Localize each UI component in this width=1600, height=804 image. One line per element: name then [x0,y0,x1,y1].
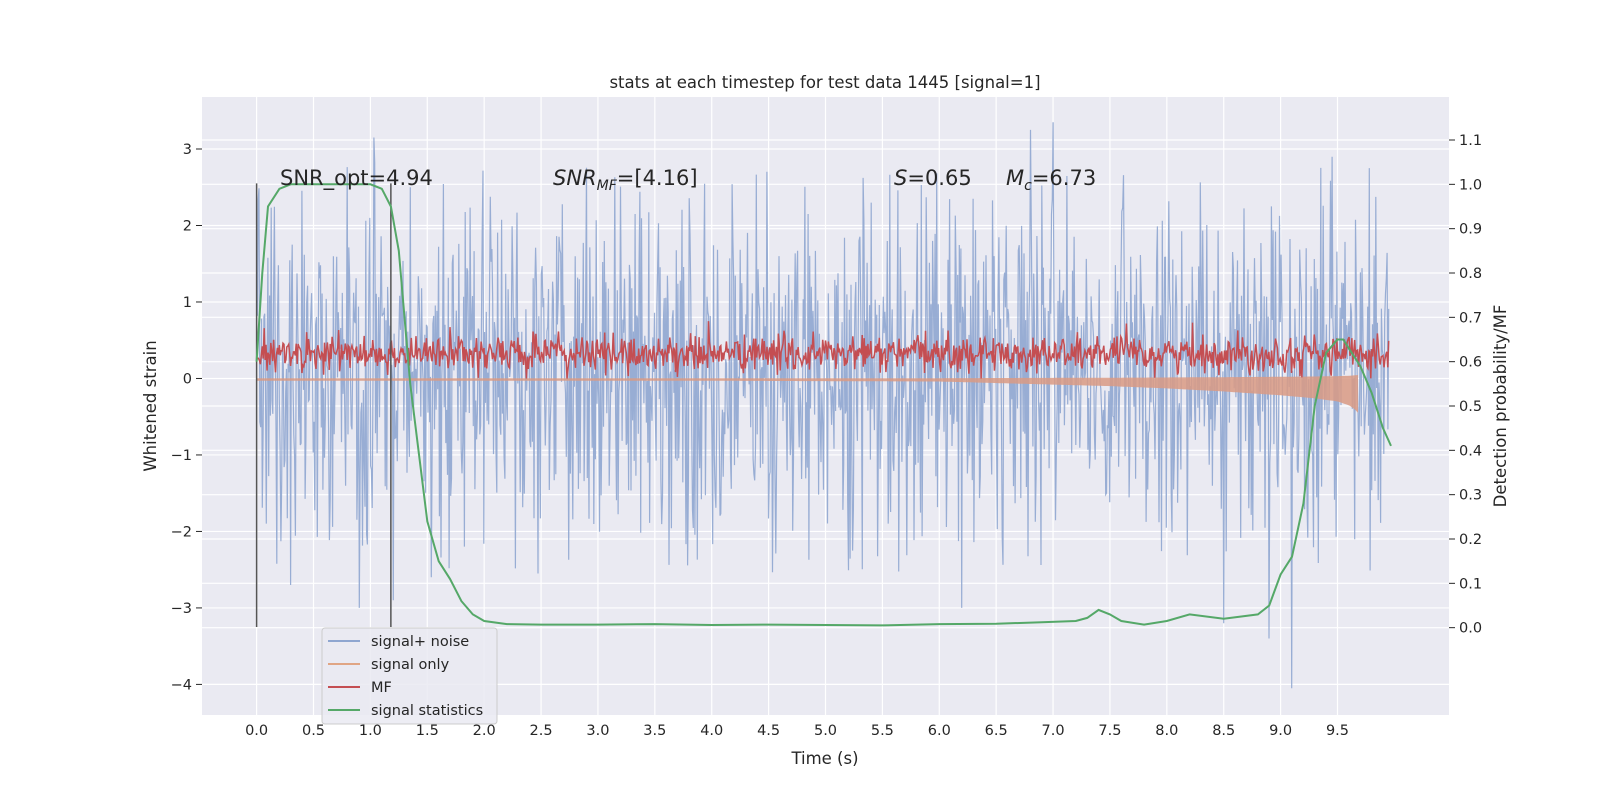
x-tick-label: 4.0 [700,723,723,739]
y2-tick-label: 0.4 [1459,443,1482,459]
y2-tick-label: 0.1 [1459,576,1482,592]
y-tick-label: −3 [171,601,192,617]
y2-tick-label: 0.6 [1459,355,1482,371]
series-signal-only [256,375,1359,413]
signal-statistics-line [255,183,1392,627]
x-tick-label: 2.0 [473,723,496,739]
legend-box [321,627,498,725]
y-tick-label: −1 [171,448,192,464]
annotation-snr-mf-value: =[4.16] [617,166,698,190]
signal-noise-line [256,122,1390,689]
y2-tick-label: 1.0 [1459,177,1482,193]
legend-label-signal-noise: signal+ noise [371,634,469,650]
annotation-mc: Mc=6.73 [1006,166,1096,194]
y2-tick-label: 1.1 [1459,133,1482,149]
annotation-snr-opt: SNR_opt=4.94 [280,166,433,191]
y2-tick-label: 0.9 [1459,222,1482,238]
x-tick-label: 6.5 [985,723,1008,739]
legend-label-signal-only: signal only [371,657,450,673]
annotation-snr-mf-sub: MF [597,178,618,194]
annotation-mc-sub: c [1024,178,1032,194]
legend: signal+ noise signal only MF signal stat… [321,627,498,725]
y-tick-label: 3 [183,142,192,158]
legend-label-signal-statistics: signal statistics [371,703,483,719]
x-tick-label: 0.5 [302,723,325,739]
annotation-snr-mf: SNRMF=[4.16] [553,166,698,194]
vertical-markers [255,183,392,628]
y-tick-label: −4 [171,677,192,693]
x-tick-label: 4.5 [757,723,780,739]
x-tick-label: 5.0 [814,723,837,739]
chart-title: stats at each timestep for test data 144… [609,73,1040,92]
mf-line [255,321,1390,379]
legend-label-mf: MF [371,680,392,696]
tick-labels: 0.0 0.5 1.0 1.5 2.0 2.5 3.0 3.5 4.0 4.5 5.0 5.5 6.0 6… [171,133,1482,739]
x-tick-label: 3.5 [643,723,666,739]
y-tick-label: 0 [183,371,192,387]
series-signal-statistics [255,183,1392,627]
y-tick-label: 2 [183,218,192,234]
y2-tick-label: 0.0 [1459,621,1482,637]
x-tick-label: 7.5 [1098,723,1121,739]
x-tick-label: 3.0 [586,723,609,739]
y-tick-label: 1 [183,295,192,311]
x-tick-label: 8.0 [1155,723,1178,739]
x-axis-label: Time (s) [790,749,858,768]
y2-tick-label: 0.7 [1459,310,1482,326]
annotation-mc-symbol: M [1006,166,1024,190]
annotation-s-symbol: S [894,166,907,190]
y2-axis-label: Detection probability/MF [1491,305,1510,508]
x-tick-label: 1.0 [359,723,382,739]
annotation-s: S=0.65 [894,166,972,190]
annotation-snr-mf-main: SNR [553,166,597,190]
x-tick-label: 7.0 [1042,723,1065,739]
y-axis-label: Whitened strain [141,340,160,471]
y2-tick-label: 0.2 [1459,532,1482,548]
x-tick-label: 1.5 [416,723,439,739]
y2-tick-label: 0.8 [1459,266,1482,282]
signal-only-area [256,375,1359,413]
annotation-s-value: =0.65 [907,166,971,190]
y-tick-label: −2 [171,524,192,540]
x-tick-label: 0.0 [245,723,268,739]
x-tick-label: 6.0 [928,723,951,739]
x-tick-label: 5.5 [871,723,894,739]
y2-tick-label: 0.3 [1459,488,1482,504]
series-mf [255,321,1390,379]
annotation-mc-value: =6.73 [1032,166,1096,190]
x-tick-label: 9.0 [1269,723,1292,739]
y2-tick-label: 0.5 [1459,399,1482,415]
x-tick-label: 8.5 [1212,723,1235,739]
series-signal-noise [256,122,1390,689]
x-tick-label: 2.5 [530,723,553,739]
x-tick-label: 9.5 [1326,723,1349,739]
